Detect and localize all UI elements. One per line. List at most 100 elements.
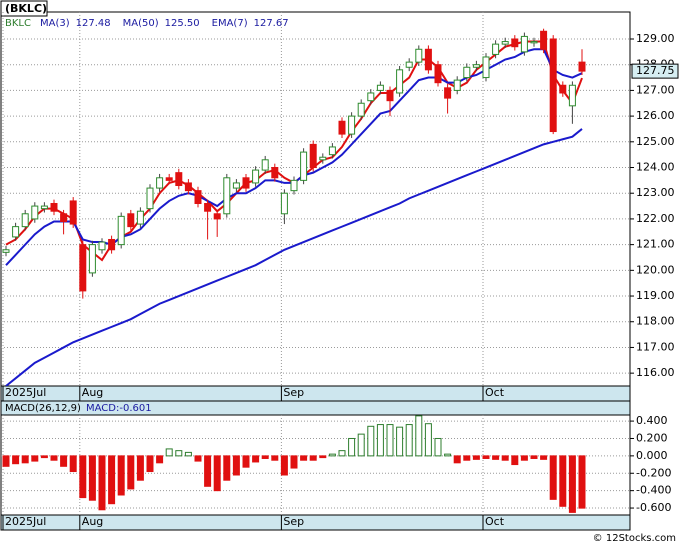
candle-body (530, 41, 538, 44)
macd-bar (232, 455, 240, 476)
macd-bar (98, 455, 106, 511)
y-tick-label: -0.200 (636, 466, 671, 479)
macd-bar (434, 437, 442, 457)
macd-bar (290, 455, 298, 469)
chart-title: (BKLC) (5, 2, 47, 15)
macd-bar (136, 455, 144, 481)
candle-body (453, 79, 461, 91)
candle-body (88, 244, 96, 274)
macd-bar (386, 424, 394, 457)
macd-bar (309, 455, 317, 461)
macd-bar (242, 455, 250, 468)
y-tick-label: 129.00 (636, 32, 675, 45)
candle-body (338, 120, 346, 135)
y-tick-label: 125.00 (636, 135, 675, 148)
candle-body (165, 177, 173, 181)
y-tick-label: 127.00 (636, 83, 675, 96)
candle-body (578, 61, 586, 72)
candle-body (2, 249, 10, 253)
macd-value: MACD:-0.601 (86, 403, 152, 414)
candle-body (242, 177, 250, 189)
y-tick-label: -0.400 (636, 484, 671, 497)
candle-body (300, 151, 308, 181)
candle-body (40, 205, 48, 210)
date-strip (0, 514, 631, 531)
macd-bar (472, 455, 480, 460)
macd-bar (88, 455, 96, 501)
candle-body (511, 38, 519, 48)
macd-bar (415, 415, 423, 457)
macd-title: MACD(26,12,9) (5, 403, 81, 414)
macd-bar (482, 455, 490, 459)
macd-bar (424, 423, 432, 457)
candle-body (136, 210, 144, 225)
macd-bar (300, 455, 308, 461)
macd-bar (50, 455, 58, 461)
y-tick-label: 122.00 (636, 212, 675, 225)
candle-body (280, 192, 288, 215)
y-tick-label: -0.600 (636, 501, 671, 514)
candle-body (559, 84, 567, 94)
macd-bar (204, 455, 212, 487)
macd-bar (79, 455, 87, 499)
y-tick-label: 121.00 (636, 238, 675, 251)
macd-bar (549, 455, 557, 500)
macd-bar (21, 455, 29, 464)
candle-body (415, 48, 423, 63)
macd-bar (357, 433, 365, 457)
x-tick-label: Aug (82, 515, 103, 528)
x-tick-label: Oct (485, 515, 505, 528)
macd-bar (453, 455, 461, 464)
y-tick-label: 0.000 (636, 449, 668, 462)
watermark: © 12Stocks.com (593, 533, 676, 544)
y-tick-label: 116.00 (636, 366, 675, 379)
candle-body (357, 102, 365, 117)
macd-bar (520, 455, 528, 461)
x-tick-label: 2025Jul (5, 386, 46, 399)
macd-bar (175, 450, 183, 457)
macd-bar (194, 455, 202, 462)
candle-body (50, 202, 58, 212)
macd-header (0, 400, 631, 416)
macd-bar (463, 455, 471, 461)
candle-body (31, 205, 39, 220)
candle-body (424, 48, 432, 71)
candle-body (319, 156, 327, 161)
candle-body (194, 190, 202, 204)
macd-bar (376, 424, 384, 457)
price-badge-label: 127.75 (636, 64, 675, 77)
legend-label: MA(50) (123, 18, 159, 29)
candle-body (376, 84, 384, 91)
candle-body (271, 167, 279, 179)
macd-bar (405, 424, 413, 457)
candle-body (69, 200, 77, 225)
macd-bar (578, 455, 586, 509)
candle-body (60, 213, 68, 222)
candle-body (405, 61, 413, 68)
candle-body (367, 92, 375, 102)
price-badge (631, 63, 679, 79)
candle-body (434, 64, 442, 84)
plot (2, 28, 586, 386)
candle-body (540, 30, 548, 50)
macd-bar (40, 455, 48, 459)
candle-body (348, 115, 356, 135)
macd-bar (2, 455, 10, 467)
x-tick-label: Sep (283, 515, 304, 528)
macd-bar (184, 451, 192, 457)
macd-bar (328, 453, 336, 457)
y-tick-label: 0.200 (636, 431, 668, 444)
candle-body (501, 41, 509, 45)
macd-bar (280, 455, 288, 476)
title-box (0, 0, 48, 17)
candle-body (117, 215, 125, 246)
candle-body (463, 66, 471, 79)
candle-body (328, 146, 336, 156)
candle-body (175, 172, 183, 187)
macd-bar (501, 455, 509, 461)
macd-bar (60, 455, 68, 467)
candle-body (12, 226, 20, 238)
x-tick-label: Aug (82, 386, 103, 399)
macd-bar (338, 450, 346, 457)
y-tick-label: 118.00 (636, 315, 675, 328)
